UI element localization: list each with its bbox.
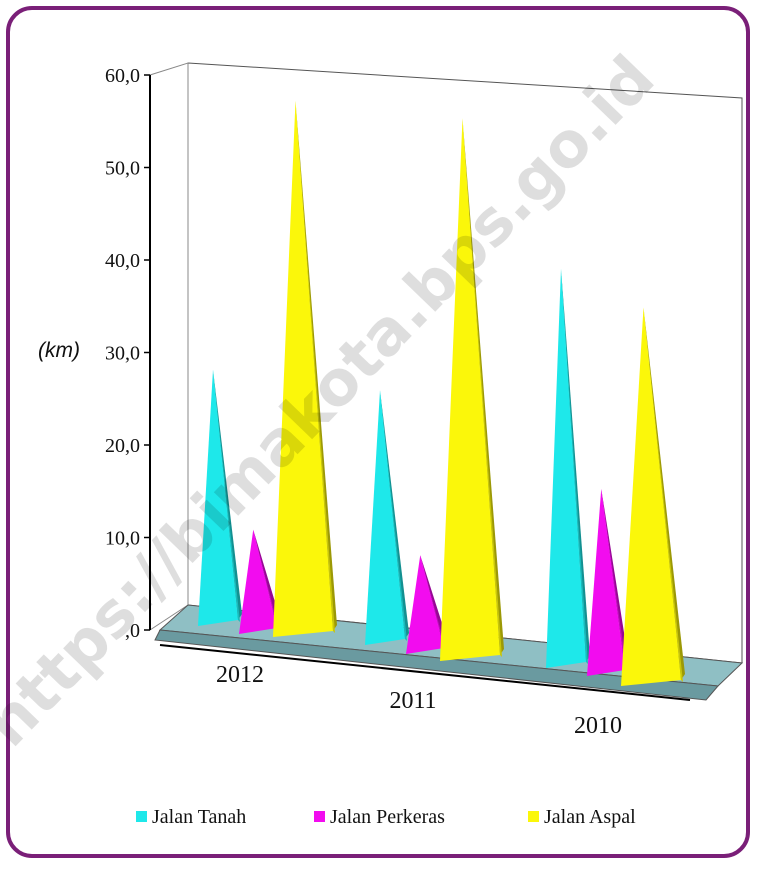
pyramid-jalan-tanah-2012 [198,369,242,626]
legend-swatch [314,811,325,822]
legend-label: Jalan Perkeras [330,806,445,828]
pyramid-edge [253,529,279,630]
y-tick-label: ,0 [125,620,140,642]
pyramid-edge [462,118,502,658]
pyramid-side [420,555,448,648]
pyramid-front [365,390,405,645]
pyramid-jalan-perkeras-2011 [406,555,448,654]
legend-label: Jalan Tanah [152,806,246,828]
pyramid-side [643,307,685,680]
chart-legend: Jalan Tanah Jalan Perkeras Jalan Aspal [136,806,636,828]
legend-label: Jalan Aspal [544,806,636,828]
pyramid-edge [561,268,588,664]
pyramid-front [546,268,586,668]
pyramid-side [380,390,409,639]
pyramid-edge [643,307,683,682]
y-tick-label: 20,0 [105,435,140,457]
pyramid-jalan-tanah-2010 [546,268,590,668]
pyramid-edge [380,390,407,641]
legend-item-jalan-perkeras: Jalan Perkeras [314,806,445,828]
pyramid-front [587,488,625,676]
pyramid-edge [601,488,627,672]
pyramid-side [462,118,504,656]
pyramid-edge [213,369,240,622]
y-tick-label: 10,0 [105,528,140,550]
pyramid-side [253,529,281,628]
y-tick-label: 40,0 [105,250,140,272]
pyramid-edge [420,555,446,650]
legend-item-jalan-tanah: Jalan Tanah [136,806,246,828]
pyramid-jalan-aspal-2011 [440,118,504,662]
pyramid-side [561,268,590,662]
pyramid-front [621,307,681,686]
pyramid-front [198,369,238,626]
y-tick-label: 30,0 [105,343,140,365]
x-tick-label: 2010 [574,713,622,739]
legend-swatch [528,811,539,822]
x-tick-label: 2011 [389,688,436,714]
legend-item-jalan-aspal: Jalan Aspal [528,806,636,828]
pyramid-front [440,118,500,662]
pyramid-side [601,488,629,670]
pyramid-jalan-perkeras-2010 [587,488,629,676]
pyramid-front [239,529,277,634]
floor-edge [154,629,720,701]
pyramid-jalan-perkeras-2012 [239,529,281,634]
pyramid-side [295,100,337,631]
pyramid-jalan-aspal-2010 [621,307,685,686]
pyramid-jalan-tanah-2011 [365,390,409,645]
y-tick-label: 60,0 [105,65,140,87]
pyramid-front [273,100,333,637]
pyramid-jalan-aspal-2012 [273,100,337,637]
pyramid-edge [295,100,335,633]
pyramid-side [213,369,242,620]
chart-bars [198,100,685,686]
legend-swatch [136,811,147,822]
pyramid-front [406,555,444,654]
chart-labels: 2012 2011 2010 [216,662,622,739]
y-axis-unit-label: (km) [38,339,80,362]
chart-axes: ,0 10,0 20,0 30,0 40,0 50,0 60,0 [105,65,691,701]
x-tick-label: 2012 [216,662,264,688]
y-tick-label: 50,0 [105,158,140,180]
x-axis-line [159,644,691,701]
